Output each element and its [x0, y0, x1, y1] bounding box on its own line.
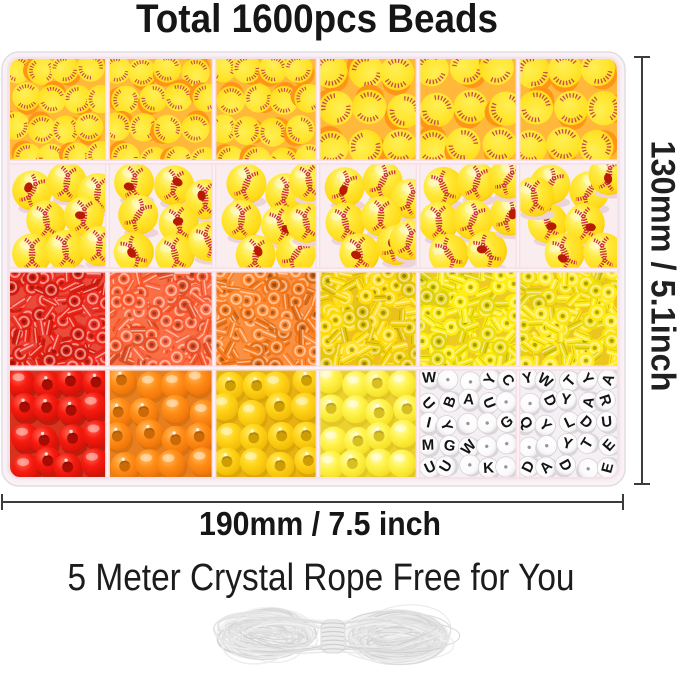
svg-text:190mm / 7.5 inch: 190mm / 7.5 inch [199, 505, 441, 542]
svg-text:Y: Y [521, 369, 535, 388]
svg-text:Y: Y [560, 390, 572, 408]
svg-text:Total 1600pcs Beads: Total 1600pcs Beads [136, 0, 498, 41]
svg-text:A: A [580, 395, 599, 410]
svg-text:G: G [442, 436, 457, 455]
svg-text:E: E [598, 461, 617, 475]
svg-text:I: I [425, 414, 433, 432]
svg-text:Y: Y [561, 434, 575, 453]
svg-text:130mm / 5.1inch: 130mm / 5.1inch [644, 141, 679, 392]
svg-text:K: K [483, 459, 495, 477]
svg-text:M: M [421, 437, 434, 454]
svg-text:R: R [595, 392, 615, 408]
svg-text:U: U [601, 413, 614, 431]
svg-text:W: W [422, 369, 438, 387]
svg-text:A: A [463, 391, 475, 409]
svg-text:5 Meter Crystal Rope Free for: 5 Meter Crystal Rope Free for You [68, 557, 575, 599]
